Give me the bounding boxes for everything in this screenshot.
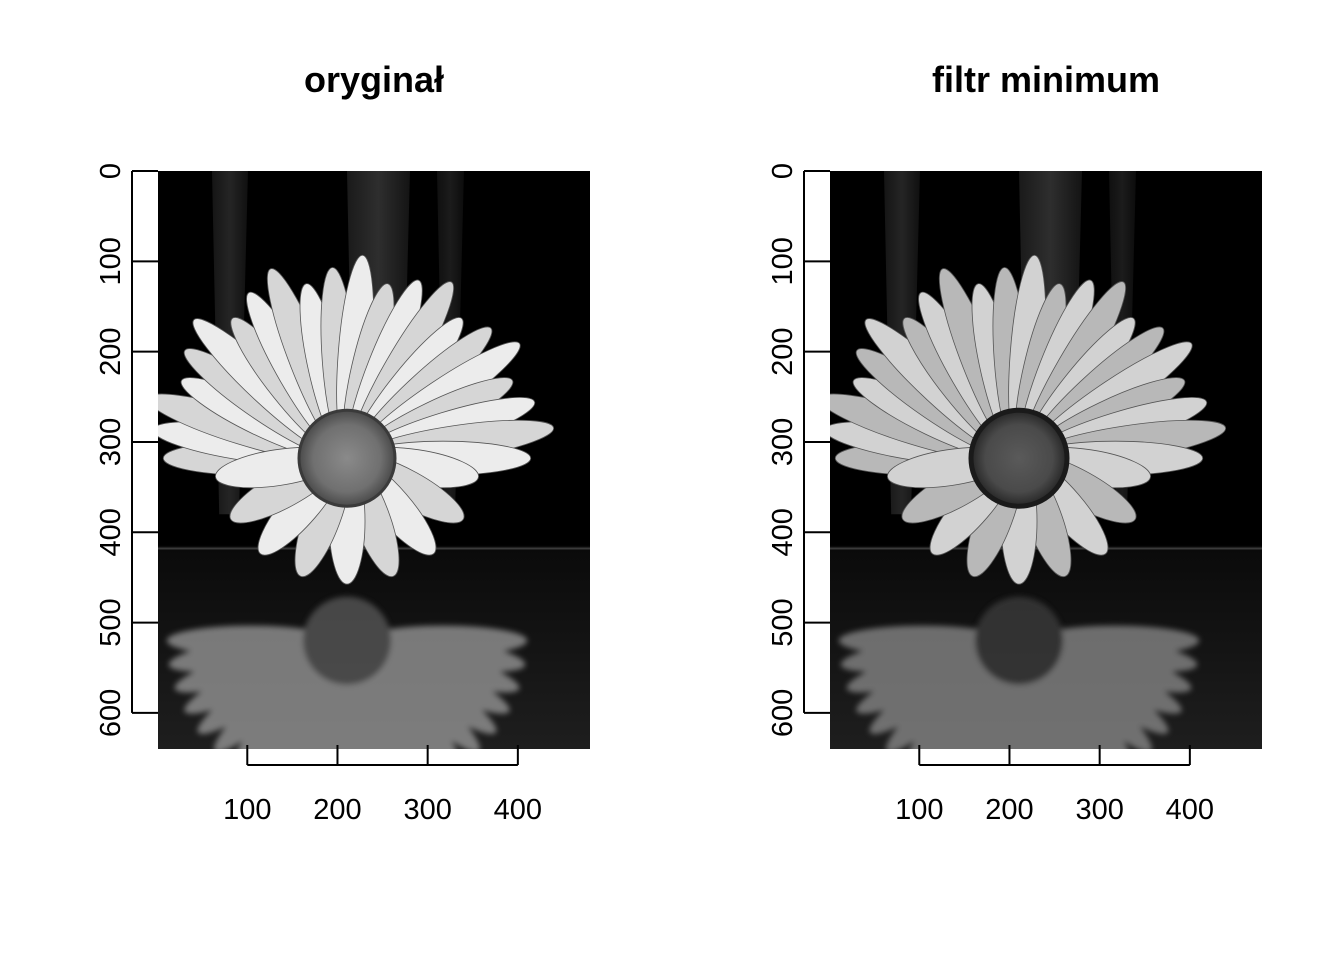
y-tick-label: 100 (95, 237, 127, 285)
x-tick-label: 100 (223, 794, 271, 826)
y-tick-label: 300 (95, 418, 127, 466)
y-tick-label: 400 (95, 508, 127, 556)
x-tick-label: 100 (895, 794, 943, 826)
y-tick-label: 500 (767, 598, 799, 646)
x-tick-label: 400 (494, 794, 542, 826)
image-raster (830, 171, 1262, 749)
y-tick-label: 500 (95, 598, 127, 646)
chart-title: filtr minimum (932, 59, 1160, 100)
y-tick-label: 600 (767, 689, 799, 737)
y-tick-label: 400 (767, 508, 799, 556)
x-tick-label: 300 (1075, 794, 1123, 826)
x-tick-label: 200 (313, 794, 361, 826)
y-tick-label: 200 (767, 327, 799, 375)
panel-original: oryginał 100 200 300 400 0 100 200 300 400 500 600 (95, 59, 590, 826)
chart-title: oryginał (304, 59, 444, 100)
x-tick-label: 300 (403, 794, 451, 826)
y-tick-label: 300 (767, 418, 799, 466)
y-tick-label: 0 (767, 163, 799, 179)
x-tick-label: 200 (985, 794, 1033, 826)
image-raster (158, 171, 590, 749)
y-tick-label: 200 (95, 327, 127, 375)
y-tick-label: 0 (95, 163, 127, 179)
x-tick-label: 400 (1166, 794, 1214, 826)
y-tick-label: 600 (95, 689, 127, 737)
y-tick-label: 100 (767, 237, 799, 285)
panel-minimum-filter: filtr minimum 100 200 300 400 0 100 200 300 400 50… (767, 59, 1262, 826)
